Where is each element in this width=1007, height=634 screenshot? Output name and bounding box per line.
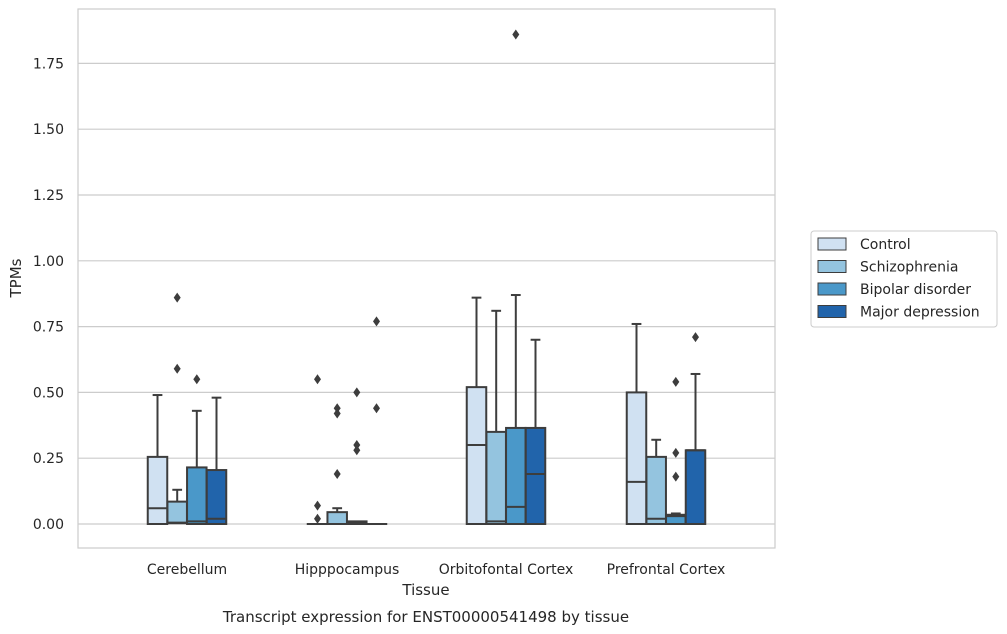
gridlines	[78, 62, 775, 525]
legend-swatch	[817, 260, 847, 273]
box-body	[625, 391, 648, 525]
outlier-point	[672, 447, 680, 458]
box-schizophrenia	[485, 309, 507, 526]
box-schizophrenia	[326, 403, 348, 526]
y-axis-ticks: 0.00 0.25 0.50 0.75 1.00 1.25 1.50 1.75	[33, 56, 64, 533]
box-body	[205, 469, 228, 526]
outlier-point	[173, 363, 181, 374]
box-bipolar-disorder	[346, 387, 368, 525]
legend-swatch	[817, 237, 847, 251]
legend-label: Schizophrenia	[860, 260, 958, 276]
y-tick-label: 0.50	[33, 385, 64, 401]
y-tick-label: 1.00	[33, 254, 64, 270]
box-major-depression	[684, 332, 707, 525]
box-major-depression	[524, 338, 547, 526]
outlier-point	[333, 403, 341, 414]
y-tick-label: 1.50	[33, 122, 64, 138]
box-body	[146, 455, 169, 525]
outlier-point	[333, 468, 341, 479]
box-body	[645, 455, 667, 525]
box-body	[465, 386, 488, 525]
outlier-point	[314, 500, 321, 511]
box-schizophrenia	[645, 438, 667, 525]
box-body	[505, 426, 527, 526]
box-body	[326, 511, 348, 526]
outlier-point	[692, 332, 699, 343]
box-bipolar-disorder	[665, 376, 687, 526]
plot-area-frame	[77, 8, 776, 549]
box-body	[485, 430, 507, 526]
x-tick-label: Prefrontal Cortex	[607, 562, 726, 578]
outlier-point	[373, 316, 380, 327]
y-tick-label: 0.00	[33, 517, 64, 533]
outlier-point	[333, 408, 341, 419]
outlier-point	[353, 440, 361, 451]
outlier-point	[193, 374, 201, 385]
x-tick-label: Hipppocampus	[295, 562, 400, 578]
boxes	[146, 29, 707, 526]
box-control	[306, 374, 329, 526]
x-axis-title: Tissue	[401, 581, 449, 599]
x-tick-label: Orbitofontal Cortex	[439, 562, 574, 578]
x-tick-label: Cerebellum	[147, 562, 227, 578]
box-body	[524, 426, 547, 526]
outlier-point	[512, 29, 520, 40]
box-body	[684, 449, 707, 525]
outlier-point	[373, 403, 380, 414]
y-tick-label: 0.25	[33, 451, 64, 467]
box-major-depression	[365, 316, 388, 526]
legend-label: Bipolar disorder	[860, 282, 971, 298]
chart-caption: Transcript expression for ENST0000054149…	[222, 608, 629, 626]
y-tick-label: 0.75	[33, 320, 64, 336]
legend-label: Control	[860, 237, 911, 253]
legend-frame	[810, 230, 998, 328]
outlier-point	[314, 374, 321, 385]
y-axis-title: TPMs	[7, 258, 25, 298]
box-bipolar-disorder	[505, 29, 527, 526]
legend-swatch	[817, 282, 847, 296]
legend-swatch	[817, 305, 847, 318]
box-body	[166, 500, 188, 525]
outlier-point	[353, 445, 361, 456]
legend-label: Major depression	[860, 305, 980, 321]
box-major-depression	[205, 396, 228, 526]
box-body	[186, 466, 208, 525]
outlier-point	[173, 292, 181, 303]
box-control	[625, 322, 648, 525]
y-tick-label: 1.75	[33, 56, 64, 72]
outlier-point	[672, 376, 680, 387]
outlier-point	[672, 471, 680, 482]
box-control	[146, 394, 169, 525]
box-control	[465, 296, 488, 525]
box-bipolar-disorder	[186, 374, 208, 525]
legend: Control Schizophrenia Bipolar disorder Majo…	[810, 230, 998, 328]
outlier-point	[314, 513, 321, 524]
box-schizophrenia	[166, 292, 188, 525]
outlier-point	[353, 387, 361, 398]
x-axis-ticks: Cerebellum Hipppocampus Orbitofontal Corte…	[147, 562, 725, 578]
y-tick-label: 1.25	[33, 188, 64, 204]
